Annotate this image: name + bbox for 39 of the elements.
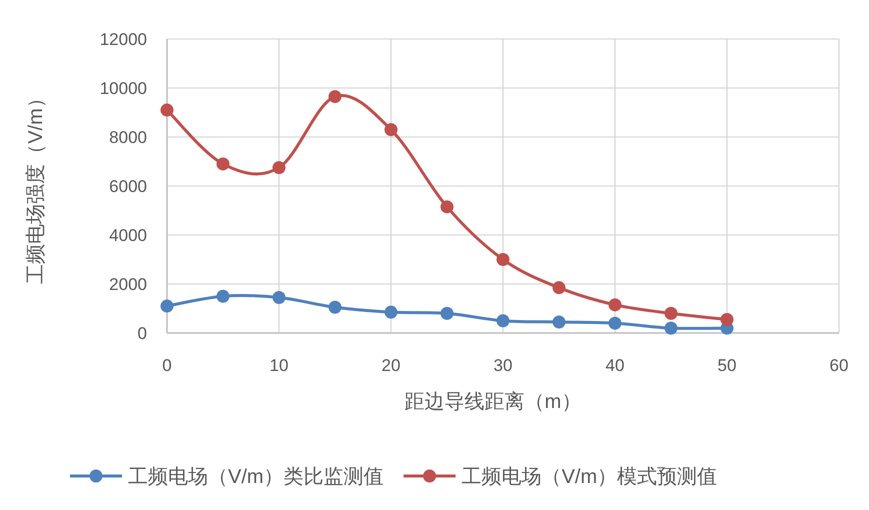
x-tick-label: 40 bbox=[606, 356, 624, 375]
point bbox=[720, 313, 734, 326]
legend-label: 工频电场（V/m）模式预测值 bbox=[462, 466, 718, 488]
point bbox=[552, 315, 566, 328]
y-tick-label: 12000 bbox=[100, 30, 147, 49]
y-tick-label: 0 bbox=[138, 324, 147, 343]
x-tick-label: 60 bbox=[830, 356, 848, 375]
point bbox=[608, 298, 622, 312]
point bbox=[496, 253, 510, 266]
point bbox=[552, 281, 566, 294]
point bbox=[272, 290, 286, 304]
point bbox=[160, 104, 174, 117]
point bbox=[216, 290, 230, 303]
point bbox=[216, 157, 230, 170]
x-tick-label: 10 bbox=[270, 356, 288, 375]
x-tick-label: 50 bbox=[718, 356, 736, 375]
point bbox=[384, 306, 398, 319]
point bbox=[384, 123, 398, 136]
x-tick-label: 0 bbox=[162, 356, 172, 375]
point bbox=[664, 322, 678, 335]
y-tick-label: 6000 bbox=[109, 177, 147, 196]
legend-label: 工频电场（V/m）类比监测值 bbox=[128, 466, 384, 488]
point bbox=[664, 306, 678, 320]
point bbox=[328, 90, 342, 104]
x-tick-label: 20 bbox=[382, 356, 400, 375]
x-tick-label: 30 bbox=[494, 356, 512, 375]
point bbox=[160, 300, 174, 313]
point bbox=[272, 161, 286, 174]
y-tick-label: 8000 bbox=[109, 128, 147, 147]
y-tick-label: 10000 bbox=[100, 79, 147, 98]
x-axis-title: 距边导线距离（m） bbox=[404, 391, 582, 413]
point bbox=[608, 316, 622, 330]
point bbox=[440, 200, 454, 214]
point bbox=[328, 300, 342, 314]
point bbox=[496, 314, 510, 328]
point bbox=[440, 306, 454, 320]
y-axis-title: 工频电场强度（V/m） bbox=[25, 88, 47, 284]
y-tick-label: 4000 bbox=[109, 226, 147, 245]
y-tick-label: 2000 bbox=[109, 275, 147, 294]
